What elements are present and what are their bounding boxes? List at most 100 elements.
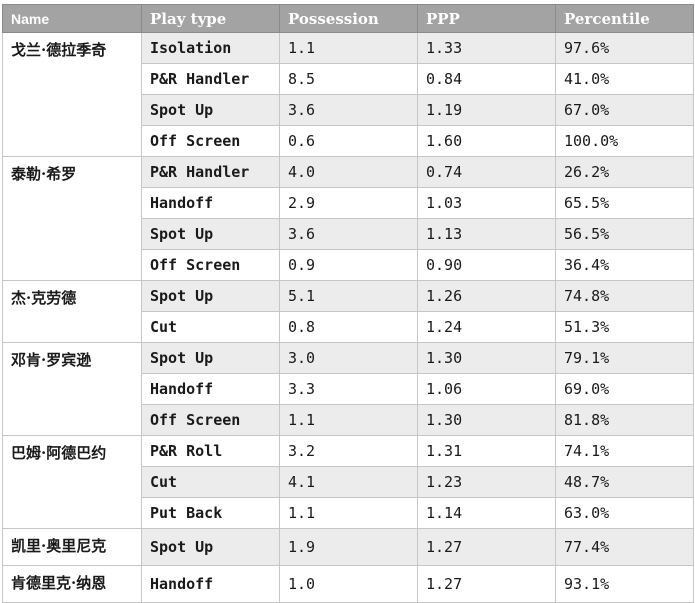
ppp-cell: 1.24 [417, 311, 556, 343]
player-name-cell: 凯里·奥里尼克 [2, 528, 142, 566]
percentile-cell: 77.4% [555, 528, 694, 566]
header-play-type: Play type [141, 4, 280, 33]
ppp-cell: 1.13 [417, 218, 556, 250]
play-type-cell: Cut [141, 466, 280, 498]
table-row: Off Screen 0.6 1.60 100.0% [3, 125, 694, 157]
possession-cell: 4.1 [279, 466, 418, 498]
table-row: 泰勒·希罗 P&R Handler 4.0 0.74 26.2% [2, 156, 694, 281]
play-type-cell: Spot Up [141, 94, 280, 126]
table-row: Put Back 1.1 1.14 63.0% [3, 497, 694, 529]
table-row: 凯里·奥里尼克 Spot Up 1.9 1.27 77.4% [2, 528, 694, 566]
header-ppp: PPP [417, 4, 556, 33]
play-type-cell: Handoff [141, 187, 280, 219]
percentile-cell: 74.8% [555, 280, 694, 312]
play-type-cell: Put Back [141, 497, 280, 529]
play-type-cell: Isolation [141, 32, 280, 64]
possession-cell: 5.1 [279, 280, 418, 312]
table-row: Handoff 2.9 1.03 65.5% [3, 187, 694, 219]
ppp-cell: 1.30 [417, 404, 556, 436]
player-name-cell: 巴姆·阿德巴约 [2, 435, 142, 529]
possession-cell: 3.2 [279, 435, 418, 467]
header-row: Name Play type Possession PPP Percentile [2, 4, 694, 33]
ppp-cell: 1.26 [417, 280, 556, 312]
possession-cell: 8.5 [279, 63, 418, 95]
header-percentile: Percentile [555, 4, 694, 33]
table-row: 邓肯·罗宾逊 Spot Up 3.0 1.30 79.1% [2, 342, 694, 436]
table-row: 戈兰·德拉季奇 Isolation 1.1 1.33 97.6% [2, 32, 694, 157]
ppp-cell: 1.03 [417, 187, 556, 219]
possession-cell: 1.9 [279, 528, 418, 566]
possession-cell: 4.0 [279, 156, 418, 188]
possession-cell: 3.6 [279, 94, 418, 126]
percentile-cell: 97.6% [555, 32, 694, 64]
player-name-cell: 戈兰·德拉季奇 [2, 32, 142, 157]
ppp-cell: 1.33 [417, 32, 556, 64]
ppp-cell: 0.90 [417, 249, 556, 281]
percentile-cell: 63.0% [555, 497, 694, 529]
play-type-cell: P&R Handler [141, 63, 280, 95]
possession-cell: 3.3 [279, 373, 418, 405]
player-name-cell: 邓肯·罗宾逊 [2, 342, 142, 436]
header-possession: Possession [279, 4, 418, 33]
play-type-cell: P&R Handler [141, 156, 280, 188]
table-row: 肯德里克·纳恩 Handoff 1.0 1.27 93.1% [2, 565, 694, 603]
percentile-cell: 51.3% [555, 311, 694, 343]
percentile-cell: 36.4% [555, 249, 694, 281]
player-name-cell: 泰勒·希罗 [2, 156, 142, 281]
ppp-cell: 0.74 [417, 156, 556, 188]
play-type-table: Name Play type Possession PPP Percentile… [2, 4, 694, 603]
possession-cell: 0.6 [279, 125, 418, 157]
play-type-cell: P&R Roll [141, 435, 280, 467]
possession-cell: 3.6 [279, 218, 418, 250]
possession-cell: 1.1 [279, 404, 418, 436]
player-name-cell: 肯德里克·纳恩 [2, 565, 142, 603]
table-row: Spot Up 3.6 1.13 56.5% [3, 218, 694, 250]
possession-cell: 0.9 [279, 249, 418, 281]
percentile-cell: 48.7% [555, 466, 694, 498]
play-type-cell: Handoff [141, 373, 280, 405]
player-name-cell: 杰·克劳德 [2, 280, 142, 343]
play-type-cell: Spot Up [141, 528, 280, 566]
table-container: Name Play type Possession PPP Percentile… [2, 4, 694, 603]
percentile-cell: 79.1% [555, 342, 694, 374]
percentile-cell: 41.0% [555, 63, 694, 95]
ppp-cell: 1.60 [417, 125, 556, 157]
table-row: Off Screen 1.1 1.30 81.8% [3, 404, 694, 436]
ppp-cell: 1.06 [417, 373, 556, 405]
percentile-cell: 56.5% [555, 218, 694, 250]
play-type-cell: Spot Up [141, 342, 280, 374]
percentile-cell: 100.0% [555, 125, 694, 157]
table-row: 杰·克劳德 Spot Up 5.1 1.26 74.8% [2, 280, 694, 343]
ppp-cell: 1.30 [417, 342, 556, 374]
percentile-cell: 26.2% [555, 156, 694, 188]
percentile-cell: 67.0% [555, 94, 694, 126]
play-type-cell: Off Screen [141, 125, 280, 157]
play-type-cell: Spot Up [141, 218, 280, 250]
possession-cell: 0.8 [279, 311, 418, 343]
ppp-cell: 1.19 [417, 94, 556, 126]
percentile-cell: 74.1% [555, 435, 694, 467]
ppp-cell: 0.84 [417, 63, 556, 95]
ppp-cell: 1.23 [417, 466, 556, 498]
play-type-cell: Cut [141, 311, 280, 343]
ppp-cell: 1.14 [417, 497, 556, 529]
play-type-cell: Off Screen [141, 249, 280, 281]
percentile-cell: 65.5% [555, 187, 694, 219]
table-row: Cut 0.8 1.24 51.3% [3, 311, 694, 343]
ppp-cell: 1.27 [417, 528, 556, 566]
play-type-cell: Handoff [141, 565, 280, 603]
table-row: Cut 4.1 1.23 48.7% [3, 466, 694, 498]
percentile-cell: 81.8% [555, 404, 694, 436]
ppp-cell: 1.27 [417, 565, 556, 603]
ppp-cell: 1.31 [417, 435, 556, 467]
table-row: Spot Up 3.6 1.19 67.0% [3, 94, 694, 126]
header-name: Name [2, 4, 142, 33]
percentile-cell: 93.1% [555, 565, 694, 603]
table-row: 巴姆·阿德巴约 P&R Roll 3.2 1.31 74.1% [2, 435, 694, 529]
possession-cell: 1.0 [279, 565, 418, 603]
play-type-cell: Spot Up [141, 280, 280, 312]
percentile-cell: 69.0% [555, 373, 694, 405]
possession-cell: 3.0 [279, 342, 418, 374]
table-row: Off Screen 0.9 0.90 36.4% [3, 249, 694, 281]
play-type-cell: Off Screen [141, 404, 280, 436]
